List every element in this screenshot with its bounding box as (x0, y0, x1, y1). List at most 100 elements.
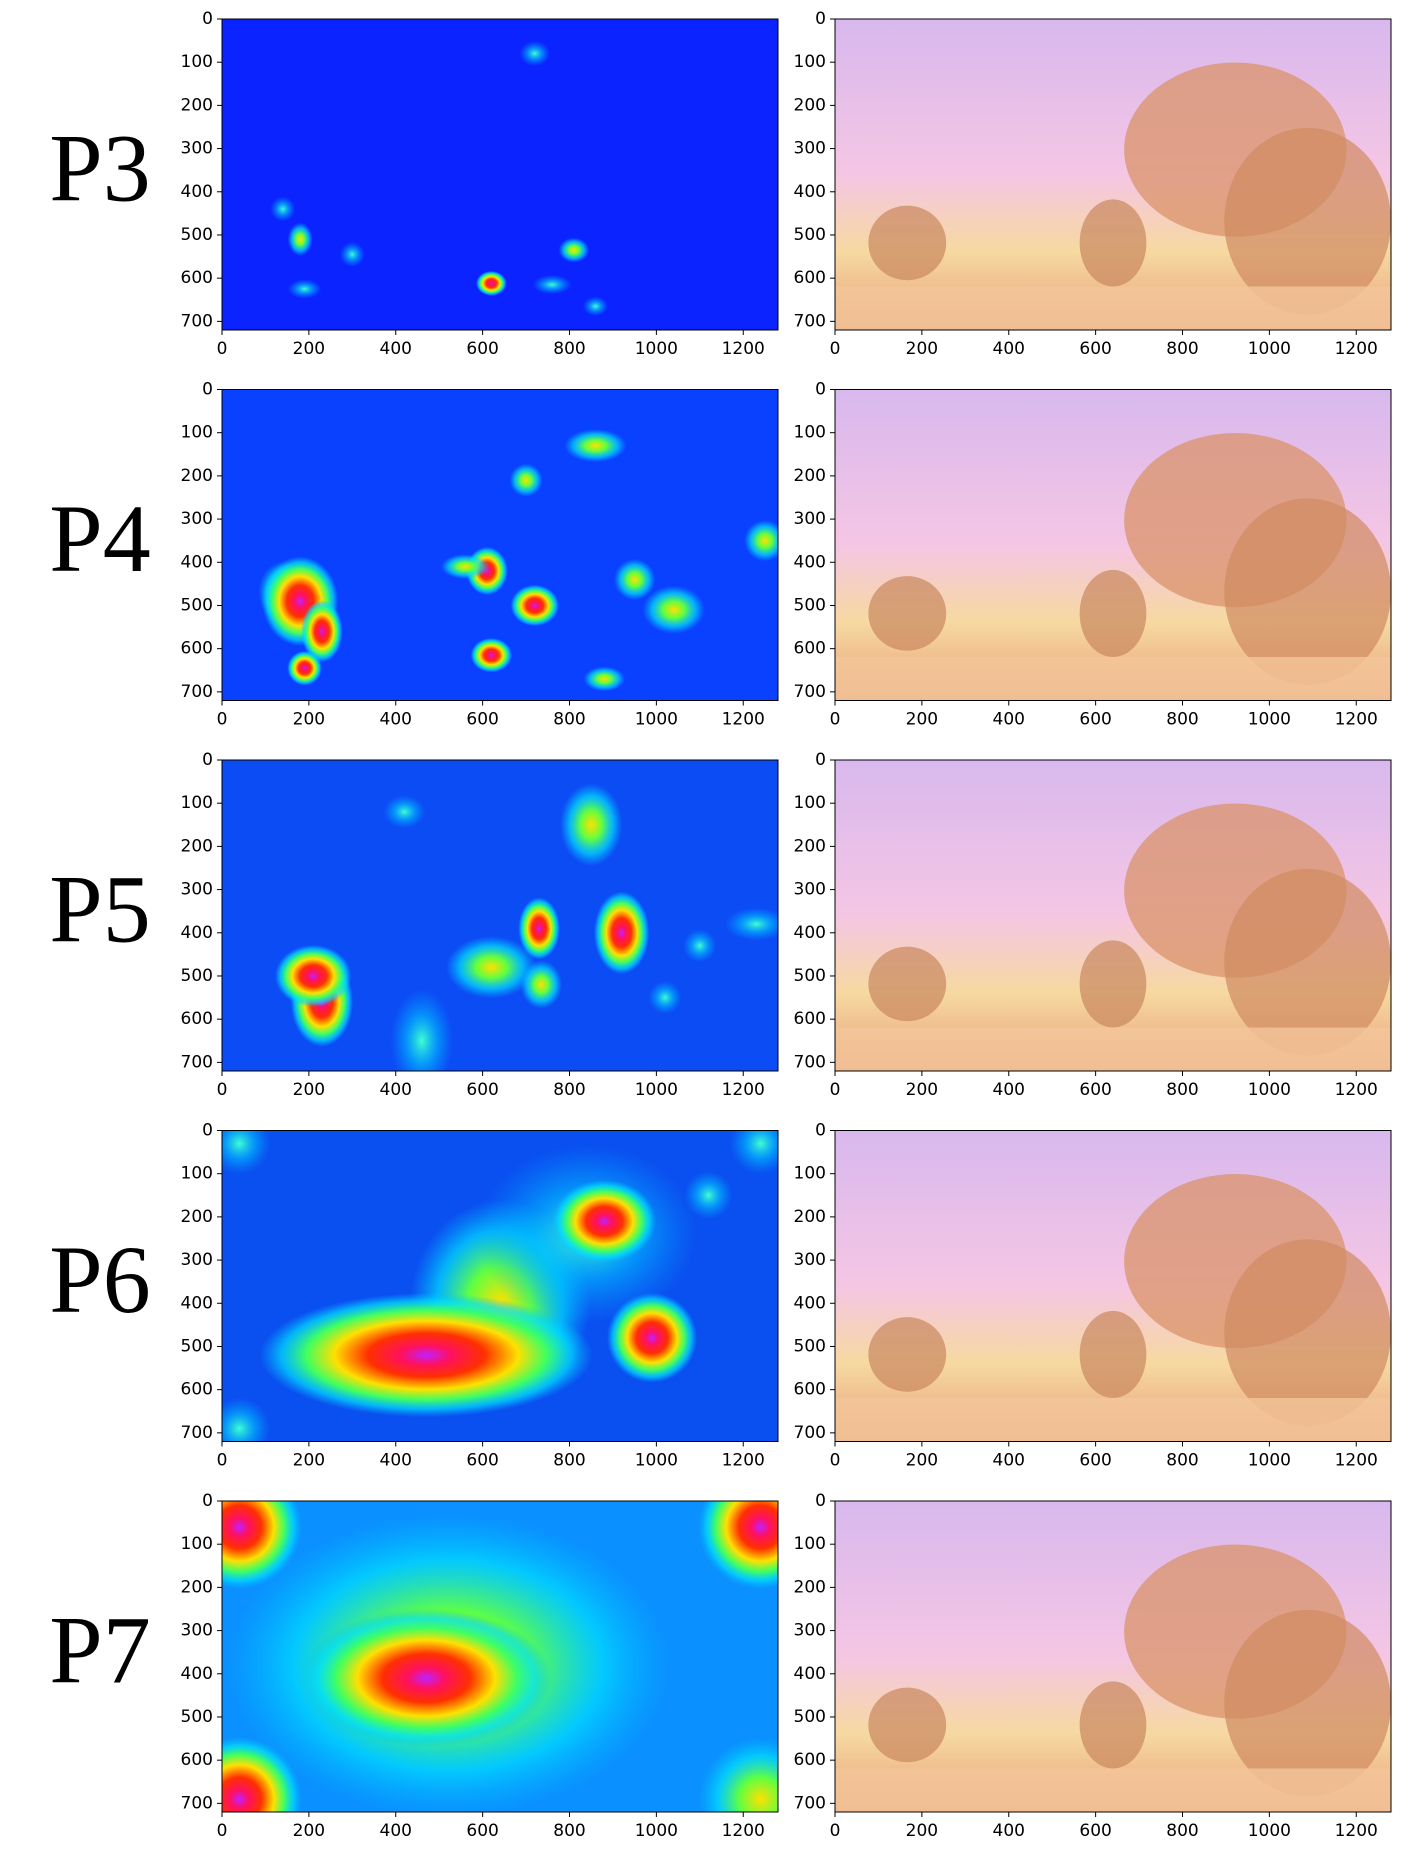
hotspot (559, 783, 623, 867)
axes-frame (221, 1500, 779, 1813)
x-tick-label: 200 (293, 339, 325, 359)
row-label: P6 (49, 1226, 150, 1333)
hotspot (558, 237, 590, 263)
y-tick-label: 0 (815, 9, 826, 29)
x-tick-label: 1000 (1248, 710, 1291, 730)
elephant-shape (1079, 940, 1147, 1028)
y-tick-label: 500 (794, 1707, 826, 1727)
y-tick-label: 600 (794, 1009, 826, 1029)
y-tick-label: 0 (815, 1491, 826, 1511)
x-tick-label: 1200 (1335, 1080, 1378, 1100)
row-label: P4 (49, 485, 150, 592)
y-tick-label: 100 (181, 423, 213, 443)
hotspot (648, 980, 682, 1015)
x-tick-label: 1000 (635, 1451, 678, 1471)
water (835, 286, 1391, 330)
y-tick-label: 400 (794, 1664, 826, 1684)
panel (222, 1130, 778, 1442)
hotspot (613, 558, 656, 601)
y-tick-label: 0 (815, 750, 826, 770)
hotspot (222, 1736, 302, 1812)
elephant-shape (868, 576, 947, 651)
y-tick-label: 200 (181, 836, 213, 856)
x-tick-label: 400 (380, 1080, 412, 1100)
y-tick-label: 400 (181, 182, 213, 202)
hotspot (518, 897, 560, 960)
y-tick-label: 300 (794, 880, 826, 900)
y-tick-label: 600 (181, 639, 213, 659)
x-tick-label: 600 (1079, 1451, 1111, 1471)
x-tick-label: 800 (1166, 1821, 1198, 1841)
x-tick-label: 400 (380, 710, 412, 730)
y-tick-label: 100 (794, 52, 826, 72)
panel (222, 1501, 778, 1812)
y-tick-label: 100 (794, 1534, 826, 1554)
x-tick-label: 0 (830, 339, 841, 359)
x-tick-label: 200 (906, 1080, 938, 1100)
x-tick-label: 0 (830, 1821, 841, 1841)
y-tick-label: 500 (181, 1707, 213, 1727)
hotspot (287, 279, 322, 299)
x-tick-label: 600 (466, 339, 498, 359)
y-tick-label: 300 (181, 139, 213, 159)
elephant-shape (868, 946, 947, 1022)
axes-frame (221, 18, 779, 331)
y-tick-label: 100 (794, 423, 826, 443)
x-tick-label: 0 (830, 710, 841, 730)
y-tick-label: 200 (181, 1207, 213, 1227)
hotspot (440, 554, 490, 580)
y-tick-label: 700 (794, 1052, 826, 1072)
y-tick-label: 400 (794, 923, 826, 943)
y-tick-label: 700 (181, 1052, 213, 1072)
y-tick-label: 200 (181, 1577, 213, 1597)
y-tick-label: 600 (794, 1380, 826, 1400)
x-tick-label: 1000 (1248, 339, 1291, 359)
y-tick-label: 600 (794, 639, 826, 659)
y-tick-label: 700 (181, 1423, 213, 1443)
hotspot (532, 274, 572, 295)
panel (222, 760, 778, 1071)
y-tick-label: 400 (794, 182, 826, 202)
x-tick-label: 600 (1079, 710, 1111, 730)
x-tick-label: 800 (1166, 710, 1198, 730)
y-tick-label: 300 (794, 1250, 826, 1270)
hotspot (698, 1736, 778, 1812)
elephant-shape (1224, 868, 1391, 1056)
x-tick-label: 400 (380, 1451, 412, 1471)
hotspot (683, 929, 717, 963)
hotspot (583, 296, 609, 316)
x-tick-label: 1200 (1335, 1451, 1378, 1471)
x-tick-label: 1200 (722, 1821, 765, 1841)
axes-frame (834, 1130, 1392, 1442)
hotspot (698, 1501, 778, 1590)
y-tick-label: 200 (794, 836, 826, 856)
x-tick-label: 200 (293, 1080, 325, 1100)
y-tick-label: 300 (181, 880, 213, 900)
panel (835, 19, 1391, 330)
panel (835, 1130, 1391, 1442)
hotspot (725, 907, 778, 941)
hotspot (509, 463, 543, 497)
y-tick-label: 400 (181, 1293, 213, 1313)
y-tick-label: 500 (181, 966, 213, 986)
axes-frame (221, 759, 779, 1072)
x-tick-label: 600 (466, 710, 498, 730)
elephant-shape (1079, 1310, 1147, 1398)
row-label: P3 (49, 115, 150, 222)
y-tick-label: 200 (181, 95, 213, 115)
y-tick-label: 200 (794, 95, 826, 115)
x-tick-label: 0 (217, 1821, 228, 1841)
x-tick-label: 200 (293, 1821, 325, 1841)
x-tick-label: 0 (217, 1080, 228, 1100)
x-tick-label: 800 (1166, 1451, 1198, 1471)
y-tick-label: 200 (794, 466, 826, 486)
y-tick-label: 0 (202, 380, 213, 400)
x-tick-label: 0 (217, 710, 228, 730)
elephant-shape (1079, 199, 1147, 287)
elephant-shape (868, 205, 947, 281)
y-tick-label: 700 (794, 1793, 826, 1813)
y-tick-label: 300 (181, 509, 213, 529)
y-tick-label: 100 (181, 52, 213, 72)
hotspot (552, 1179, 657, 1263)
